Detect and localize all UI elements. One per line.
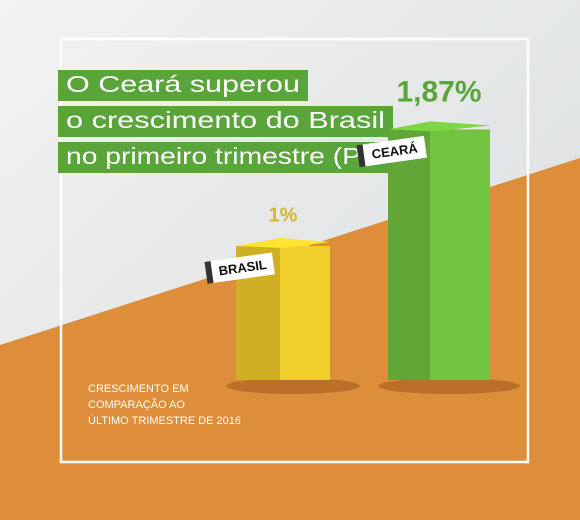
chart: CRESCIMENTO EM COMPARAÇÃO AO ÚLTIMO TRIMES… <box>88 75 520 427</box>
title-line: o crescimento do Brasil <box>66 107 385 133</box>
bar <box>388 129 430 380</box>
bar-face <box>430 129 490 380</box>
value-label: 1,87% <box>396 75 481 108</box>
title-line: no primeiro trimestre (PIB) <box>66 143 397 169</box>
bar-top <box>236 238 330 248</box>
tag-edge <box>204 261 214 284</box>
tag-edge <box>356 144 366 168</box>
tag-box <box>362 135 427 167</box>
title-box <box>58 142 405 173</box>
category-tag: BRASIL <box>204 252 275 284</box>
note-line: ÚLTIMO TRIMESTRE DE 2016 <box>88 414 241 427</box>
frame <box>59 37 530 464</box>
title-box <box>58 106 393 137</box>
category-tag: CEARÁ <box>356 135 427 168</box>
category-label: CEARÁ <box>371 140 419 161</box>
bar-face <box>280 246 330 380</box>
bar-shadow <box>378 378 520 394</box>
note-line: CRESCIMENTO EM <box>88 383 189 395</box>
bar-top <box>388 121 490 132</box>
note-line: COMPARAÇÃO AO <box>88 398 185 411</box>
value-label: 1% <box>269 204 298 226</box>
title-box <box>58 70 308 101</box>
title-line: O Ceará superou <box>66 71 300 97</box>
title: O Ceará superou o crescimento do Brasil no… <box>58 70 405 173</box>
tag-box <box>210 252 275 283</box>
bar-shadow <box>226 378 360 394</box>
category-label: BRASIL <box>218 257 268 279</box>
